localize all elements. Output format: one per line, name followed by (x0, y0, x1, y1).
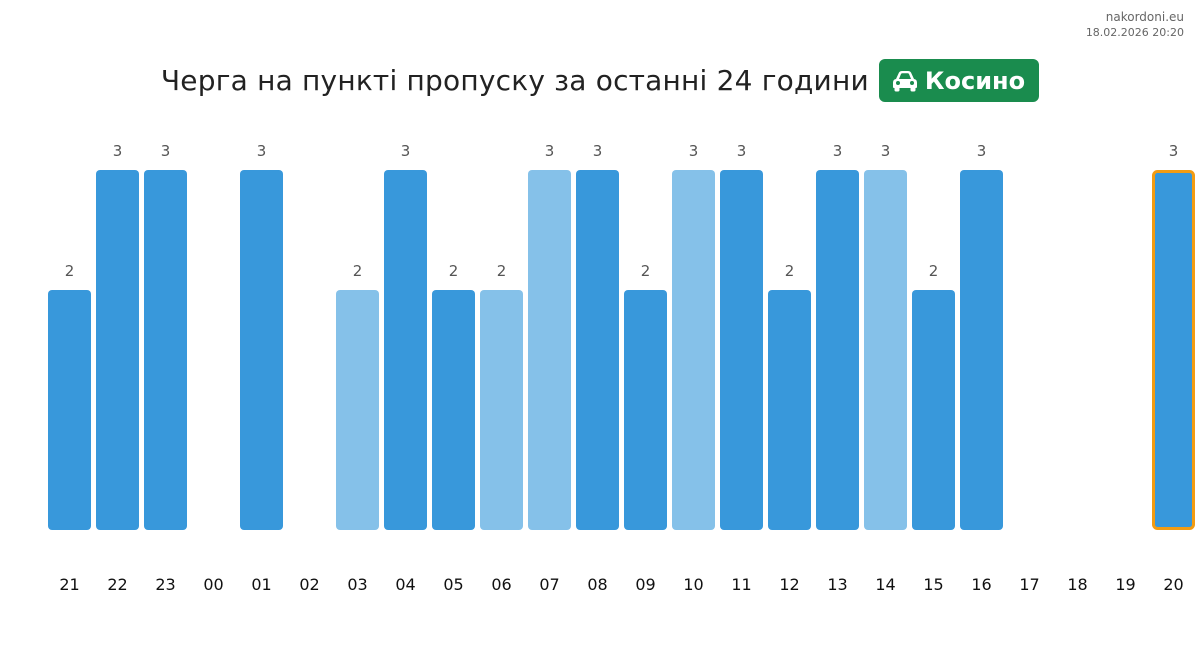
bar-04 (384, 170, 427, 530)
x-tick-01: 01 (251, 575, 271, 594)
data-label-15: 2 (929, 262, 939, 280)
site-name: nakordoni.eu (1105, 10, 1184, 24)
data-label-07: 3 (545, 142, 555, 160)
x-tick-10: 10 (683, 575, 703, 594)
data-label-11: 3 (737, 142, 747, 160)
bar-13 (816, 170, 859, 530)
data-label-14: 3 (881, 142, 891, 160)
x-tick-00: 00 (203, 575, 223, 594)
bar-14 (864, 170, 907, 530)
bar-10 (672, 170, 715, 530)
chart-header: Черга на пункті пропуску за останні 24 г… (0, 59, 1200, 102)
x-tick-03: 03 (347, 575, 367, 594)
x-tick-13: 13 (827, 575, 847, 594)
bar-08 (576, 170, 619, 530)
data-label-08: 3 (593, 142, 603, 160)
bar-01 (240, 170, 283, 530)
bar-09 (624, 290, 667, 530)
x-tick-07: 07 (539, 575, 559, 594)
data-label-12: 2 (785, 262, 795, 280)
data-label-16: 3 (977, 142, 987, 160)
bar-06 (480, 290, 523, 530)
x-tick-05: 05 (443, 575, 463, 594)
data-label-13: 3 (833, 142, 843, 160)
chart-title: Черга на пункті пропуску за останні 24 г… (160, 64, 869, 97)
data-label-20: 3 (1169, 142, 1179, 160)
bar-11 (720, 170, 763, 530)
checkpoint-name: Косино (924, 66, 1026, 95)
data-label-04: 3 (401, 142, 411, 160)
bar-15 (912, 290, 955, 530)
bar-03 (336, 290, 379, 530)
x-tick-09: 09 (635, 575, 655, 594)
brand-block: nakordoni.eu 18.02.2026 20:20 (1086, 9, 1184, 41)
x-tick-22: 22 (107, 575, 127, 594)
x-tick-11: 11 (731, 575, 751, 594)
data-label-10: 3 (689, 142, 699, 160)
bar-22 (96, 170, 139, 530)
data-label-06: 2 (497, 262, 507, 280)
x-tick-14: 14 (875, 575, 895, 594)
data-label-21: 2 (65, 262, 75, 280)
x-tick-17: 17 (1019, 575, 1039, 594)
data-label-03: 2 (353, 262, 363, 280)
x-tick-21: 21 (59, 575, 79, 594)
x-tick-18: 18 (1067, 575, 1087, 594)
x-tick-04: 04 (395, 575, 415, 594)
data-label-23: 3 (161, 142, 171, 160)
bar-16 (960, 170, 1003, 530)
data-label-01: 3 (257, 142, 267, 160)
x-tick-16: 16 (971, 575, 991, 594)
bar-05 (432, 290, 475, 530)
bar-20 (1152, 170, 1195, 530)
bar-21 (48, 290, 91, 530)
timestamp: 18.02.2026 20:20 (1085, 26, 1184, 39)
car-icon (892, 70, 917, 91)
x-tick-20: 20 (1163, 575, 1183, 594)
x-tick-15: 15 (923, 575, 943, 594)
checkpoint-badge: Косино (878, 59, 1040, 102)
data-label-09: 2 (641, 262, 651, 280)
data-label-05: 2 (449, 262, 459, 280)
x-tick-23: 23 (155, 575, 175, 594)
x-tick-19: 19 (1115, 575, 1135, 594)
x-tick-02: 02 (299, 575, 319, 594)
x-tick-08: 08 (587, 575, 607, 594)
bar-07 (528, 170, 571, 530)
bar-23 (144, 170, 187, 530)
data-label-22: 3 (113, 142, 123, 160)
x-tick-12: 12 (779, 575, 799, 594)
bar-12 (768, 290, 811, 530)
x-tick-06: 06 (491, 575, 511, 594)
